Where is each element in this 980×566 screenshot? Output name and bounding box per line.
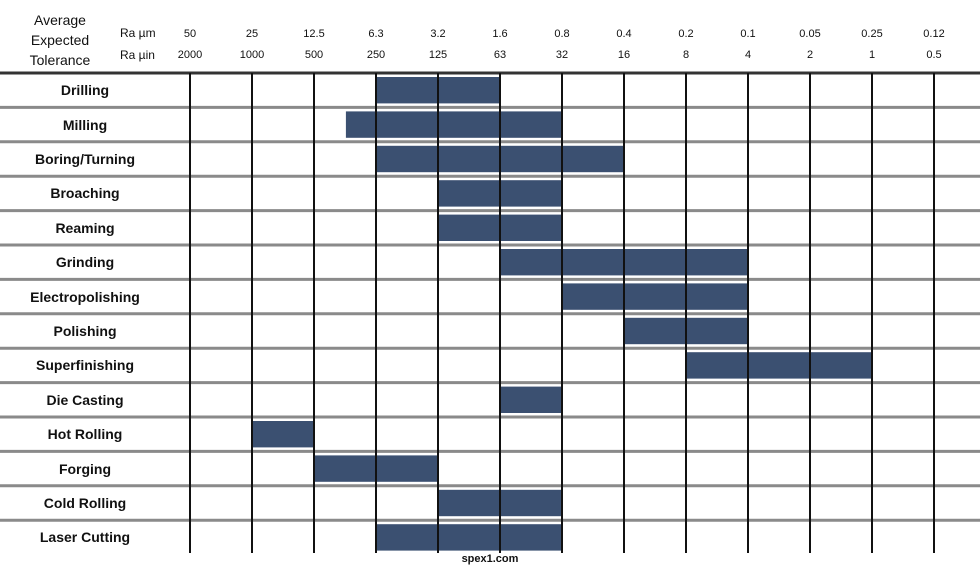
tick-label: 8 (682, 49, 690, 61)
tick-label: 12.5 (303, 28, 325, 40)
tick-label: 0.12 (923, 28, 945, 40)
tick-label: 0.25 (861, 28, 883, 40)
category-label: Drilling (60, 82, 110, 99)
tick-label: 1000 (239, 49, 265, 61)
category-label: Hot Rolling (47, 426, 123, 443)
category-label: Superfinishing (36, 357, 134, 374)
tick-label: 4 (744, 49, 752, 61)
tick-label: 32 (555, 49, 569, 61)
tick-label: 2 (806, 49, 814, 61)
tick-label: 1.6 (492, 28, 508, 40)
category-label: Reaming (55, 219, 115, 236)
category-label: Cold Rolling (43, 495, 127, 511)
range-bar (252, 421, 314, 448)
tick-label: 125 (428, 49, 448, 61)
tick-label: 0.1 (740, 28, 756, 40)
range-bar (500, 386, 562, 413)
category-label: Broaching (50, 185, 120, 202)
category-label: Grinding (55, 254, 115, 271)
corner-label-line: Tolerance (29, 52, 91, 68)
axis-unit-label-uin: Ra µin (120, 48, 155, 62)
category-label: Electropolishing (30, 288, 140, 305)
tick-label: 50 (183, 28, 197, 40)
range-bar (686, 352, 872, 379)
tick-label: 16 (617, 49, 631, 61)
category-label: Die Casting (46, 391, 124, 408)
tick-label: 0.5 (926, 49, 942, 61)
category-label: Boring/Turning (34, 151, 136, 167)
tick-label: 500 (304, 49, 324, 61)
category-label: Laser Cutting (39, 529, 131, 546)
tick-label: 0.05 (799, 28, 821, 40)
tick-label: 1 (868, 49, 876, 61)
corner-label-line: Average (34, 12, 86, 28)
category-label: Polishing (53, 323, 117, 339)
tick-label: 0.2 (678, 28, 694, 40)
tick-label: 6.3 (368, 28, 384, 40)
corner-label: Average Expected Tolerance (10, 10, 110, 70)
tick-label: 250 (366, 49, 386, 61)
category-label: Milling (62, 116, 108, 133)
tick-label: 0.8 (554, 28, 570, 40)
axis-unit-label-um: Ra µm (120, 26, 156, 40)
range-bar (345, 111, 562, 138)
tick-label: 3.2 (430, 28, 446, 40)
tick-label: 25 (245, 28, 259, 40)
tick-label: 63 (493, 49, 507, 61)
tick-label: 2000 (177, 49, 203, 61)
tick-label: 0.4 (616, 28, 632, 40)
footer-source: spex1.com (461, 553, 519, 565)
category-label: Forging (58, 460, 112, 477)
range-bar (562, 283, 748, 310)
corner-label-line: Expected (30, 32, 90, 48)
range-bar (376, 524, 562, 551)
